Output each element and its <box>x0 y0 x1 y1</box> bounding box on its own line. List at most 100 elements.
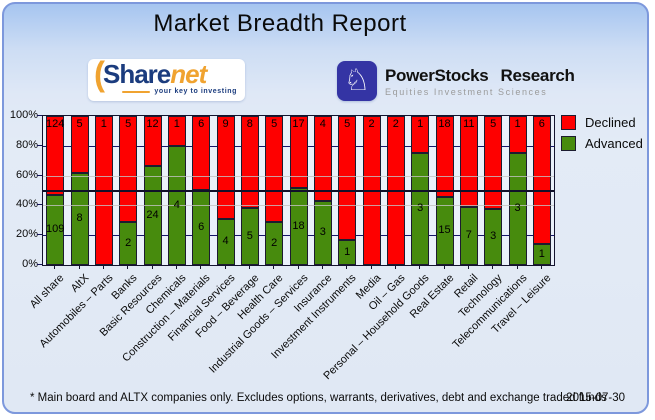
bar-advanced-count: 2 <box>125 236 132 249</box>
legend-label-advanced: Advanced <box>585 136 643 151</box>
bar-declined-count: 12 <box>146 118 159 130</box>
bar-declined-segment <box>289 116 308 188</box>
y-tick-40: 40% <box>15 198 38 210</box>
bar-advanced-segment <box>459 207 478 265</box>
x-tick-mark <box>127 266 129 269</box>
chart-plot-area: 124 109 5 8 1 5 2 12 24 1 4 6 6 9 4 8 5 5 2 17 18 4 3 5 1 2 2 1 3 18 1… <box>42 115 555 266</box>
bar-declined-count: 1 <box>100 118 107 130</box>
y-tick-60: 60% <box>15 169 38 181</box>
bar-declined-count: 4 <box>319 118 326 130</box>
bar-declined-segment <box>411 116 430 153</box>
bar-declined-segment <box>46 116 65 195</box>
sharenet-logo: ( Share net your key to investing <box>88 54 245 101</box>
x-tick-mark <box>175 266 177 269</box>
bar-advanced-count: 3 <box>417 202 424 214</box>
bar-advanced-count: 8 <box>76 212 83 224</box>
x-tick-mark <box>370 266 372 269</box>
bar-declined-segment <box>265 116 284 222</box>
chart-legend: Declined Advanced <box>561 115 643 157</box>
x-axis-label: All share <box>27 272 67 311</box>
bar-declined-count: 8 <box>246 118 253 130</box>
bar-declined-segment <box>435 116 454 197</box>
bar-declined-count: 1 <box>417 118 424 130</box>
x-tick-mark <box>321 266 323 269</box>
y-tick-mark <box>37 204 42 206</box>
bar-declined-count: 9 <box>222 118 229 130</box>
bar-advanced-segment <box>411 153 430 265</box>
bar-declined-count: 5 <box>125 118 132 130</box>
x-tick-mark <box>224 266 226 269</box>
sharenet-arc-icon: ( <box>94 54 105 93</box>
powerstocks-name-2: Research <box>500 65 575 85</box>
x-tick-mark <box>443 266 445 269</box>
bar-advanced-count: 1 <box>344 245 351 258</box>
y-tick-100: 100% <box>9 109 38 121</box>
bar-declined-count: 5 <box>76 118 83 130</box>
bar-advanced-segment <box>435 197 454 265</box>
bar-advanced-count: 4 <box>222 235 229 247</box>
bar-advanced-segment <box>532 244 551 265</box>
gridline-gray <box>43 175 554 177</box>
bar-declined-count: 6 <box>198 118 205 130</box>
bar-advanced-segment <box>216 219 235 265</box>
report-stage: Market Breadth Report ( Share net your k… <box>4 4 647 412</box>
y-tick-mark <box>37 234 42 236</box>
bar-advanced-count: 1 <box>538 247 545 260</box>
bar-advanced-segment <box>119 222 138 265</box>
x-tick-mark <box>467 266 469 269</box>
sharenet-rule-icon <box>122 90 151 93</box>
y-tick-20: 20% <box>15 228 38 240</box>
bar-advanced-count: 3 <box>490 230 497 242</box>
bar-advanced-count: 15 <box>438 224 451 236</box>
x-tick-mark <box>200 266 202 269</box>
footnote: * Main board and ALTX companies only. Ex… <box>30 392 607 404</box>
sharenet-word-net: net <box>170 58 207 89</box>
y-tick-mark <box>37 144 42 146</box>
legend-item-declined: Declined <box>561 115 643 130</box>
advanced-swatch-icon <box>561 136 576 151</box>
y-tick-mark <box>37 115 42 116</box>
bar-declined-count: 18 <box>438 118 451 130</box>
x-tick-mark <box>492 266 494 269</box>
x-tick-mark <box>54 266 56 269</box>
powerstocks-name: PowerStocks Research <box>385 66 575 86</box>
bar-declined-segment <box>240 116 259 208</box>
x-tick-mark <box>78 266 80 269</box>
bar-advanced-segment <box>70 173 89 265</box>
x-tick-mark <box>419 266 421 269</box>
bar-advanced-count: 3 <box>514 202 521 214</box>
bar-advanced-segment <box>46 195 65 265</box>
bar-declined-segment <box>338 116 357 240</box>
sharenet-word-share: Share <box>103 58 171 89</box>
y-tick-mark <box>37 174 42 176</box>
bar-advanced-count: 109 <box>45 223 65 235</box>
bar-declined-segment <box>216 116 235 219</box>
bar-advanced-segment <box>289 188 308 265</box>
legend-item-advanced: Advanced <box>561 136 643 151</box>
bar-advanced-count: 24 <box>146 208 159 221</box>
gridline-gray <box>43 205 554 207</box>
bar-advanced-count: 7 <box>465 229 472 241</box>
bar-advanced-count: 4 <box>173 198 180 211</box>
bar-advanced-count: 5 <box>246 229 253 242</box>
bar-advanced-segment <box>484 209 503 265</box>
bar-advanced-segment <box>265 222 284 265</box>
x-tick-mark <box>516 266 518 269</box>
bar-advanced-count: 6 <box>198 220 205 233</box>
bar-advanced-segment <box>508 153 527 265</box>
bar-declined-segment <box>167 116 186 146</box>
bar-advanced-count: 18 <box>292 219 305 232</box>
bar-declined-count: 2 <box>368 118 375 130</box>
chess-knight-icon: ♘ <box>343 64 371 97</box>
bar-declined-count: 5 <box>344 118 351 130</box>
sharenet-tagline-row: your key to investing <box>94 88 237 95</box>
powerstocks-tagline: Equities Investment Sciences <box>385 86 548 97</box>
x-tick-mark <box>248 266 250 269</box>
bar-declined-count: 1 <box>514 118 521 130</box>
gridline-50pct <box>43 189 554 192</box>
report-date: 2015-07-30 <box>566 392 625 404</box>
y-tick-80: 80% <box>15 139 38 151</box>
report-panel: Market Breadth Report ( Share net your k… <box>2 2 649 414</box>
bar-declined-segment <box>143 116 162 166</box>
y-tick-mark <box>37 264 42 265</box>
